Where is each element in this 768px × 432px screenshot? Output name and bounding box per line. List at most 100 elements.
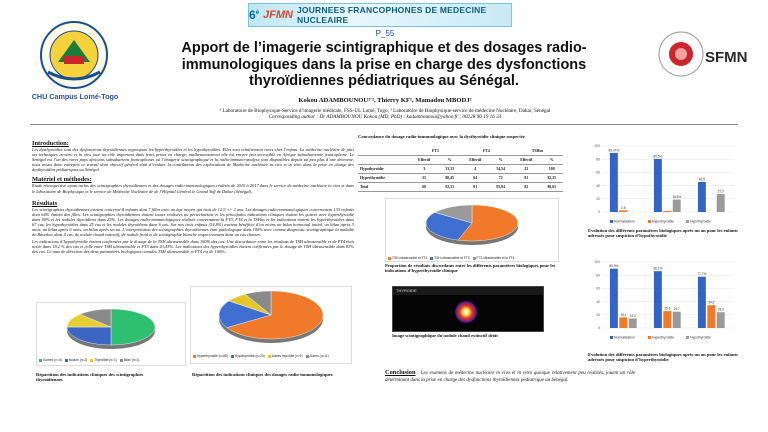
bar-chart-hypo-data-label: 89,47%	[608, 148, 619, 152]
bar-chart-hyper-tick-label: 100	[594, 260, 600, 264]
pie-mid-chart	[218, 290, 324, 343]
sfmn-logo: SFMN	[658, 31, 748, 77]
table-row: Hyperthyroïdie 35 80,45 64 72 81 82,25	[358, 173, 563, 183]
pie-mid-slice	[218, 300, 272, 328]
pie-left-caption: Répartition des indications cliniques de…	[36, 372, 144, 383]
pie-left-legend-item: Bilan (n=1)	[119, 358, 139, 362]
bar-chart-hypo-bar	[653, 158, 662, 212]
pie-mid-legend-item: Autres thyroïdie (n=9)	[267, 354, 303, 358]
table-cell: 82,33	[438, 182, 461, 192]
results-text-1: Les scintigraphies thyroïdiennes avaient…	[32, 206, 354, 238]
table-cell: 86,65	[540, 182, 563, 192]
bar-chart-hyper-bar	[716, 312, 725, 328]
bar-chart-hypo-legend-label: Hyperthyroïdie	[652, 220, 674, 224]
legend-swatch	[193, 354, 196, 358]
pie-left-chart	[66, 308, 156, 349]
table-cell: 80,45	[438, 173, 461, 183]
legend-swatch	[119, 358, 123, 362]
pie-mid-caption: Répartition des indications cliniques de…	[192, 372, 333, 377]
pie-left-slice	[110, 308, 156, 346]
bar-chart-hypo-bar	[609, 152, 618, 212]
scintigraphy-header: THYROIDE	[393, 287, 543, 295]
bar-chart-hyper-legend-label: Normalisation	[614, 336, 635, 340]
pie-left-panel: Goitres (n=4) Nodule (n=2) Thyroïdite (n…	[36, 302, 186, 366]
bar-chart-hypo-legend-swatch	[648, 220, 651, 223]
table-cell	[358, 147, 410, 156]
pie-mid-slice	[244, 290, 272, 316]
bar-chart-hyper-bar	[663, 311, 672, 328]
scintigraphy-caption: Image scintigraphique du nodule chaud ex…	[392, 333, 498, 338]
authors: Kokou ADAMBOUNOU¹ʹ², Thierry KF¹, Mamado…	[298, 97, 472, 104]
table-cell: 4	[460, 164, 490, 174]
table-subheader: %	[438, 155, 461, 165]
hot-nodule-spot	[455, 301, 477, 323]
results-text-2: Les indications d’hypothyroïdie étaient …	[32, 239, 354, 255]
bar-chart-hyper-tick-label: 0	[598, 326, 600, 330]
table-group-header: TSHus	[511, 147, 563, 156]
pie-discord-panel: TSH ultrasensible et FT4 TSH ultrasensib…	[385, 198, 559, 262]
table-row-label: Hyperthyroïdie	[358, 173, 410, 183]
legend-swatch	[230, 354, 234, 358]
pie-left-legend-item: Thyroïdite (n=1)	[90, 358, 117, 362]
legend-swatch	[90, 358, 94, 362]
results-heading: Résultats	[32, 199, 58, 207]
conclusion: Conclusion : Les examens de médecine nuc…	[385, 369, 636, 384]
pie-discord-legend: TSH ultrasensible et FT4 TSH ultrasensib…	[386, 256, 558, 260]
header-divider	[30, 124, 738, 125]
table-group-row: FT3 FT4 TSHus	[358, 147, 563, 156]
bar-chart-hyper-bar	[697, 276, 706, 328]
table-cell: 85,04	[489, 182, 512, 192]
table-cell: 82	[511, 182, 541, 192]
table-group-header: FT4	[460, 147, 512, 156]
bar-chart-hypo-legend-swatch	[610, 220, 613, 223]
sfmn-logo-text: SFMN	[705, 49, 748, 66]
bar-chart-hyper-data-label: 14,4	[630, 314, 636, 318]
bar-chart-hypo-tick-label: 0	[598, 210, 600, 214]
table-row: Hypothyroïdie 3 33,33 4 54,54 22 100	[358, 164, 563, 174]
table-cell: 68	[409, 182, 439, 192]
bar-chart-hyper-caption: Evolution des différents paramètres biol…	[588, 352, 738, 363]
bar-chart-hypo: 0 20 40 60 80 100 89,47% 2,5 80,5% 18,8% 45,5 27,3 N…	[594, 144, 734, 224]
table-row-label: Total	[358, 182, 410, 192]
bar-chart-hypo-legend-label: Hypothyroïdie	[690, 220, 711, 224]
conclusion-text: : Les examens de médecine nucléaire in v…	[385, 371, 636, 383]
pie-left-legend-item: Goitres (n=4)	[39, 358, 62, 362]
pie-mid-legend-item: Autres (n=11)	[305, 354, 329, 358]
pie-mid-panel: Hyperthyroïdie (n=88) Hypothyroïdie (n=2…	[190, 286, 352, 364]
table-title: Concordance du dosage radio-immunologiqu…	[358, 134, 525, 139]
bar-chart-hypo-data-label: 2,5	[621, 206, 626, 210]
table-cell: 81	[460, 182, 490, 192]
bar-chart-hyper-bar	[707, 305, 716, 328]
bar-chart-hyper-legend-swatch	[610, 336, 613, 339]
legend-swatch	[388, 256, 391, 260]
bar-chart-hyper-tick-label: 20	[596, 313, 600, 317]
bar-chart-hypo-legend-swatch	[686, 220, 689, 223]
table-subheader: %	[489, 155, 512, 165]
legend-swatch	[305, 354, 309, 358]
table-cell	[358, 155, 410, 165]
legend-swatch	[39, 358, 42, 362]
bar-chart-hyper-data-label: 23,9	[718, 308, 724, 312]
left-column: Introduction: Les dysthyroïdies sont des…	[32, 140, 354, 255]
methods-text: Etude rétrospective ayant inclus des sci…	[32, 183, 354, 194]
university-lome-logo	[40, 21, 108, 89]
table-subheader: Effectif	[460, 155, 490, 165]
bar-chart-hyper-bar	[653, 271, 662, 328]
bar-chart-hypo-bar	[672, 199, 681, 212]
table-cell: 72	[489, 173, 512, 183]
poster-id: P_55	[375, 29, 395, 38]
pie-left-slice	[66, 326, 112, 346]
bar-chart-hypo-data-label: 45,5	[699, 177, 705, 181]
pie-discord-legend-item: TSH ultrasensible et FT4	[388, 256, 427, 260]
bar-chart-hypo-bar	[697, 181, 706, 212]
bar-chart-hypo-legend-label: Normalisation	[614, 220, 635, 224]
legend-swatch	[472, 256, 476, 260]
table-cell: 3	[409, 164, 439, 174]
methods-heading: Matériel et méthodes:	[32, 176, 92, 184]
bar-chart-hypo-tick-label: 40	[596, 184, 600, 188]
table-cell: 33,33	[438, 164, 461, 174]
bar-chart-hypo-caption: Evolution des différents paramètres biol…	[588, 228, 738, 239]
banner-jfmn: JFMN	[263, 9, 293, 21]
table-subheader: Effectif	[511, 155, 541, 165]
bar-chart-hyper-legend-label: Hypothyroïdie	[690, 336, 711, 340]
